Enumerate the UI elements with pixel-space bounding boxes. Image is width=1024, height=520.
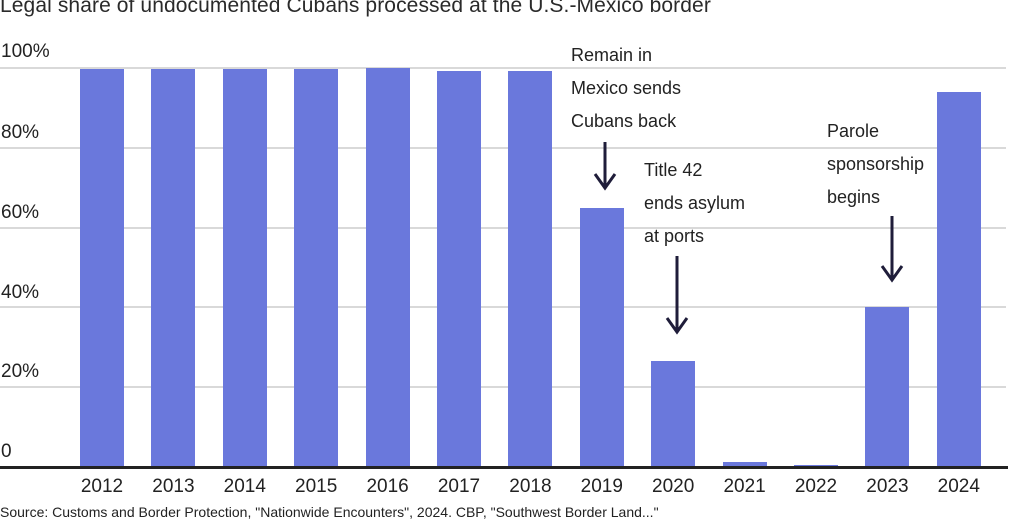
arrow-down-icon [665, 256, 689, 335]
x-tick-label: 2022 [794, 476, 838, 497]
bar-2016 [365, 68, 410, 467]
x-tick-label: 2019 [580, 476, 623, 497]
bar-2020 [651, 361, 696, 467]
bar-2024 [936, 91, 981, 467]
bar-2017 [437, 71, 481, 467]
annotation-title-42: Title 42 ends asylum at ports [644, 154, 745, 253]
bar-2021 [722, 461, 767, 467]
x-tick-label: 2020 [652, 476, 695, 497]
gridline-40 [0, 306, 1006, 308]
source-note: Source: Customs and Border Protection, "… [0, 504, 659, 520]
gridline-80 [0, 147, 1006, 149]
x-tick-label: 2016 [366, 476, 409, 497]
bar-2022 [794, 465, 838, 467]
chart-title: Legal share of undocumented Cubans proce… [0, 0, 711, 17]
bar-2019 [579, 207, 624, 467]
arrow-down-icon [880, 216, 904, 283]
x-tick-label: 2012 [80, 476, 124, 497]
x-tick-label: 2018 [509, 476, 552, 497]
gridline-20 [0, 386, 1006, 388]
annotation-line: ends asylum [644, 193, 746, 213]
annotation-parole-sponsorship: Parole sponsorship begins [827, 115, 924, 214]
bar-2013 [151, 69, 196, 467]
gridline-60 [0, 227, 1006, 229]
y-tick-label: 80% [1, 122, 40, 143]
annotation-line: Remain in [571, 45, 653, 65]
x-tick-label: 2014 [223, 476, 266, 497]
bar-2012 [80, 69, 124, 467]
x-axis-baseline [0, 466, 1008, 469]
annotation-line: Cubans back [571, 111, 677, 131]
x-tick-label: 2021 [723, 476, 766, 497]
x-tick-label: 2024 [937, 476, 980, 497]
y-tick-label: 20% [1, 361, 40, 382]
chart-plot-area: 100% 80% 60% 40% 20% 0 2012 2013 2014 2015 2… [0, 39, 1008, 497]
y-tick-label: 100% [1, 41, 50, 62]
annotation-line: Parole [827, 121, 880, 141]
x-tick-label: 2013 [152, 476, 195, 497]
y-tick-label: 0 [1, 441, 12, 462]
arrow-down-icon [593, 142, 617, 191]
annotation-line: sponsorship [827, 154, 925, 174]
gridline-100 [0, 67, 1006, 69]
x-tick-label: 2023 [866, 476, 909, 497]
bar-2015 [294, 69, 339, 467]
x-tick-label: 2015 [295, 476, 338, 497]
annotation-line: Title 42 [644, 160, 703, 180]
annotation-remain-in-mexico: Remain in Mexico sends Cubans back [571, 39, 681, 138]
y-tick-label: 60% [1, 202, 40, 223]
annotation-line: begins [827, 187, 881, 207]
bar-2023 [865, 307, 910, 467]
annotation-line: at ports [644, 226, 705, 246]
y-tick-label: 40% [1, 282, 40, 303]
bar-2014 [222, 69, 267, 467]
x-tick-label: 2017 [437, 476, 481, 497]
annotation-line: Mexico sends [571, 78, 682, 98]
bar-2018 [508, 71, 553, 467]
